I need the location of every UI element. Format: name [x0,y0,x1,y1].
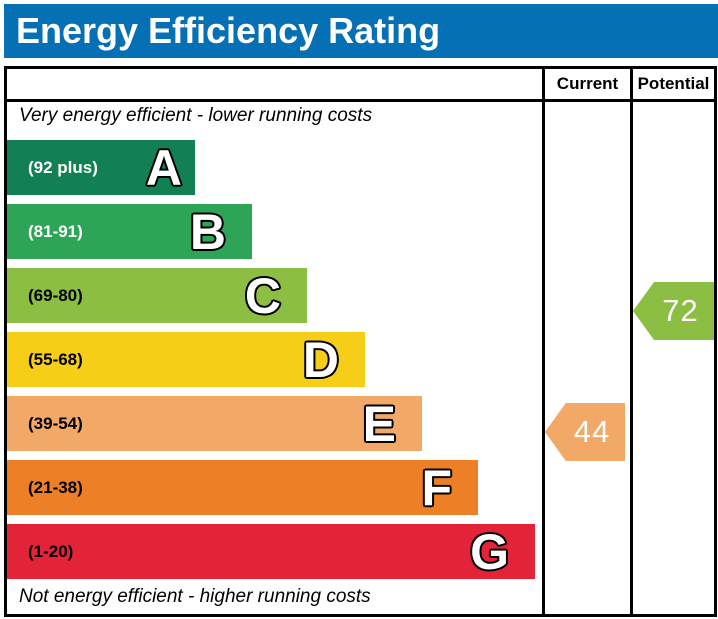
potential-rating-arrow: 72 [633,282,714,340]
page-title: Energy Efficiency Rating [16,10,441,51]
band-letter: G [469,523,510,580]
band-range-label: (81-91) [28,221,83,241]
rating-band: (21-38) F [7,460,478,515]
band-range-label: (69-80) [28,285,83,305]
current-rating-value: 44 [573,414,611,449]
band-letter: D [302,331,341,388]
top-note: Very energy efficient - lower running co… [19,105,373,126]
current-column-header: Current [556,74,619,93]
band-range-label: (1-20) [28,541,74,561]
rating-band: (69-80) C [7,268,307,323]
rating-band: (1-20) G [7,524,535,579]
band-range-label: (92 plus) [28,157,98,177]
band-range-label: (55-68) [28,349,83,369]
bottom-note: Not energy efficient - higher running co… [19,586,371,607]
rating-band: (39-54) E [7,396,422,451]
rating-bands: (92 plus) A (81-91) B (69-80) C (55-68) … [7,69,542,614]
potential-column-divider [630,69,633,614]
band-letter: A [145,139,184,196]
header-divider-line [7,99,714,102]
band-range-label: (39-54) [28,413,83,433]
band-letter: B [189,203,228,260]
band-range-label: (21-38) [28,477,83,497]
band-letter: C [244,267,283,324]
current-rating-arrow: 44 [545,403,625,461]
band-letter: E [361,395,397,452]
potential-column-header: Potential [637,74,710,93]
potential-rating-value: 72 [662,293,699,328]
current-column-divider [542,69,545,614]
rating-band: (55-68) D [7,332,365,387]
rating-table: Current Potential Very energy efficient … [4,66,717,617]
title-bar: Energy Efficiency Rating [4,4,718,58]
band-letter: F [420,459,453,516]
rating-band: (92 plus) A [7,140,195,195]
rating-band: (81-91) B [7,204,252,259]
